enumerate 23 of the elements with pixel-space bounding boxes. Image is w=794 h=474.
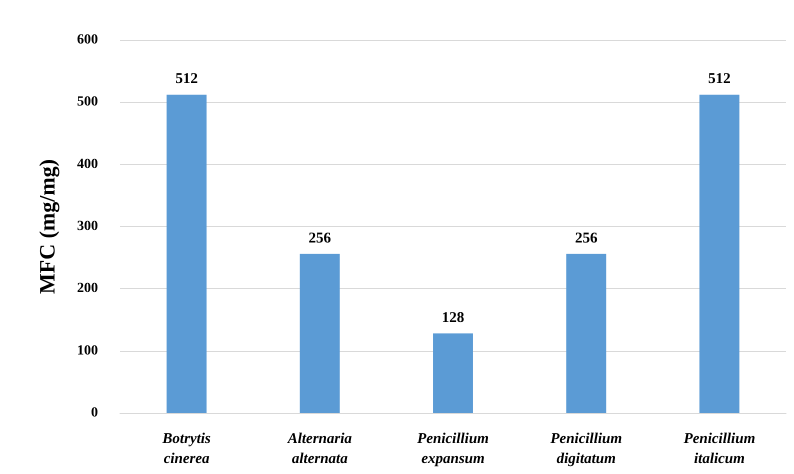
- data-label: 256: [574, 230, 598, 246]
- data-label: 512: [175, 71, 198, 88]
- y-tick-label: 0: [91, 406, 98, 420]
- y-tick-label: 400: [77, 156, 98, 172]
- data-label: 256: [308, 230, 332, 246]
- y-tick-label: 600: [77, 32, 98, 48]
- bar: [166, 94, 207, 413]
- y-tick-label: 100: [77, 343, 98, 358]
- bar: [699, 94, 740, 413]
- bar: [566, 254, 606, 413]
- bar: [300, 254, 340, 413]
- data-label: 128: [442, 310, 464, 326]
- x-tick-label: Penicillium digitatum: [550, 431, 622, 467]
- x-tick-label: Alternaria alternata: [286, 431, 352, 467]
- y-axis-title: MFC (mg/mg): [34, 158, 60, 294]
- y-tick-label: 300: [77, 219, 98, 234]
- y-tick-label: 500: [77, 94, 98, 110]
- bar: [433, 333, 473, 413]
- x-tick-label: Penicillium expansum: [417, 431, 489, 467]
- x-tick-label: Penicillium italicum: [684, 431, 756, 467]
- data-label: 512: [708, 71, 731, 88]
- y-tick-label: 200: [77, 281, 98, 296]
- x-tick-label: Botrytis cinerea: [161, 431, 211, 467]
